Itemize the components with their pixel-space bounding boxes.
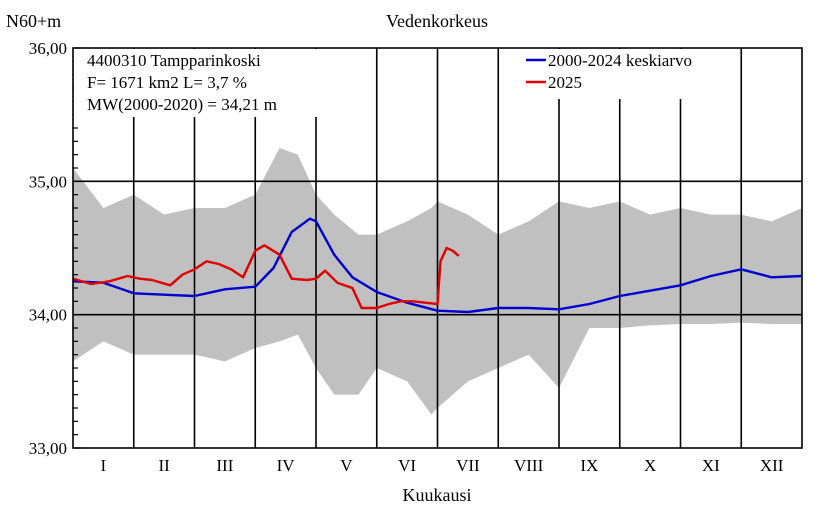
x-tick-label: VII [456, 456, 480, 475]
series-lines [72, 217, 803, 314]
x-tick-label: XI [702, 456, 720, 475]
x-tick-label: X [644, 456, 656, 475]
x-tick-label: IX [580, 456, 598, 475]
y-axis-label: N60+m [6, 11, 61, 31]
legend-label: 2000-2024 keskiarvo [548, 51, 692, 70]
x-tick-label: III [216, 456, 233, 475]
x-tick-label: XII [760, 456, 784, 475]
legend-background [520, 49, 732, 99]
legend-label: 2025 [548, 73, 582, 92]
x-tick-label: I [101, 456, 107, 475]
legend: 2000-2024 keskiarvo 2025 [520, 49, 732, 99]
x-tick-label: VIII [514, 456, 544, 475]
x-tick-label: V [340, 456, 353, 475]
info-line: MW(2000-2020) = 34,21 m [87, 95, 277, 114]
chart-title: Vedenkorkeus [386, 11, 488, 31]
x-tick-label: VI [398, 456, 416, 475]
info-line: 4400310 Tampparinkoski [87, 51, 261, 70]
y-tick-label: 34,00 [29, 306, 67, 325]
info-line: F= 1671 km2 L= 3,7 % [87, 73, 247, 92]
station-info: 4400310 Tampparinkoski F= 1671 km2 L= 3,7… [74, 49, 344, 117]
x-tick-label: II [158, 456, 170, 475]
x-axis-label: Kuukausi [403, 485, 472, 505]
series-line-0 [72, 217, 803, 314]
x-tick-label: IV [277, 456, 296, 475]
info-background [74, 49, 344, 117]
y-tick-label: 33,00 [29, 439, 67, 458]
series-line-1 [72, 244, 460, 310]
y-tick-label: 36,00 [29, 39, 67, 58]
y-tick-label: 35,00 [29, 172, 67, 191]
